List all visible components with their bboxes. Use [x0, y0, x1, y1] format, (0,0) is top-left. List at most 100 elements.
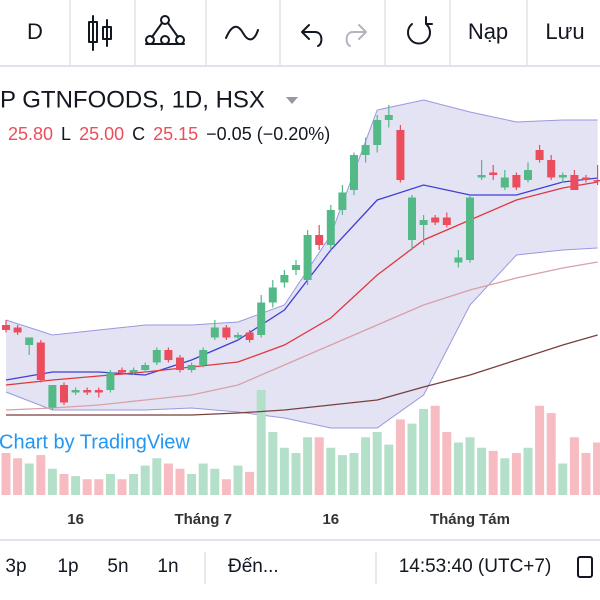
candle-body [326, 210, 335, 245]
volume-bar [511, 453, 521, 495]
volume-bar [13, 458, 23, 495]
volume-bar [407, 423, 417, 495]
volume-bar [245, 471, 255, 495]
watermark: Chart by TradingView [0, 431, 190, 453]
candle-body [60, 385, 68, 403]
candle-body [210, 327, 219, 338]
volume-bar [500, 458, 510, 495]
candle-body [257, 302, 266, 335]
candle-body [268, 287, 277, 303]
volume-bar [175, 468, 185, 495]
legend-item: −0.05 (−0.20%) [206, 124, 330, 144]
title-dropdown[interactable] [286, 97, 298, 104]
volume-bar [82, 479, 92, 495]
undo-button[interactable] [301, 24, 323, 47]
indicator-line [5, 261, 598, 411]
volume-bar [593, 442, 600, 495]
volume-bar [291, 453, 301, 495]
chart-type-button[interactable] [88, 15, 112, 51]
candle-body [535, 150, 544, 160]
volume-bar [187, 474, 197, 495]
volume-bar [488, 450, 498, 495]
indicators-button[interactable] [145, 15, 185, 45]
volume-bar [105, 474, 115, 495]
range-button[interactable]: 3p [5, 556, 26, 577]
volume-bar [395, 419, 405, 495]
redo-button[interactable] [345, 24, 367, 47]
indicator-line [6, 334, 598, 416]
candle-body [280, 275, 289, 283]
volume-bar [477, 447, 487, 495]
load-button[interactable]: Nạp [468, 19, 508, 44]
legend-item: C [132, 124, 145, 144]
ohlc-legend: 25.80 L 25.00 C 25.15 −0.05 (−0.20%) [8, 124, 330, 144]
volume-bar [361, 437, 371, 495]
candle-body [396, 130, 405, 180]
x-tick-label: Tháng Tám [430, 511, 510, 528]
goto-button[interactable]: Đến... [228, 556, 279, 577]
candle-body [384, 115, 393, 120]
volume-bar [453, 442, 463, 495]
candle-body [558, 175, 567, 178]
candle-body [13, 327, 22, 333]
volume-bar [442, 432, 452, 495]
candle-body [245, 332, 254, 340]
legend-item: 25.00 [79, 124, 124, 144]
candle-body [129, 370, 138, 373]
volume-bar [210, 468, 220, 495]
volume-bar [581, 453, 591, 495]
candle-body [199, 350, 208, 365]
drawing-button[interactable] [225, 25, 259, 41]
save-button[interactable]: Lưu [545, 19, 584, 44]
candle-body [350, 155, 358, 190]
chart-plot: 16 Tháng 7 16 Tháng Tám [1, 99, 600, 528]
candle-body [106, 372, 115, 390]
volume-bar [279, 447, 289, 495]
volume-bar [535, 405, 545, 495]
range-button[interactable]: 1n [157, 556, 178, 577]
candle-body [338, 192, 347, 210]
toolbar-bg [0, 0, 600, 66]
refresh-button[interactable] [407, 16, 433, 45]
volume-bar [36, 455, 46, 495]
candle-body [118, 370, 126, 373]
candle-body [2, 325, 10, 330]
candle-body [94, 390, 103, 393]
interval-button[interactable]: D [27, 19, 43, 44]
candle-body [547, 160, 556, 178]
candle-body [454, 257, 463, 263]
bollinger-band-fill [6, 100, 598, 428]
volume-bar [152, 458, 162, 495]
volume-bar [349, 453, 359, 495]
candle-body [570, 175, 579, 190]
candle-body [315, 235, 324, 245]
toolbar: D Nạp Lưu [0, 0, 600, 67]
candle-body [303, 235, 312, 280]
volume-bar [47, 468, 57, 495]
legend-item: 25.80 [8, 124, 53, 144]
volume-bar [256, 390, 266, 495]
volume-bar [117, 479, 127, 495]
settings-button[interactable] [577, 556, 593, 578]
volume-bar [523, 447, 533, 495]
range-button[interactable]: 1p [57, 556, 78, 577]
volume-bar [546, 413, 556, 495]
candle-body [48, 385, 57, 408]
x-tick-label: 16 [67, 511, 84, 528]
volume-bar [372, 432, 382, 495]
volume-bar [419, 408, 429, 495]
candle-body [292, 265, 300, 270]
volume-bar [337, 455, 347, 495]
x-tick-label: Tháng 7 [174, 511, 232, 528]
candle-body [152, 350, 161, 363]
volume-bar [569, 437, 579, 495]
volume-bar [163, 463, 173, 495]
volume-bar [384, 444, 394, 495]
candle-body [71, 390, 80, 393]
range-button[interactable]: 5n [107, 556, 128, 577]
candle-body [25, 337, 34, 345]
candle-body [466, 197, 474, 260]
candle-body [582, 177, 590, 180]
